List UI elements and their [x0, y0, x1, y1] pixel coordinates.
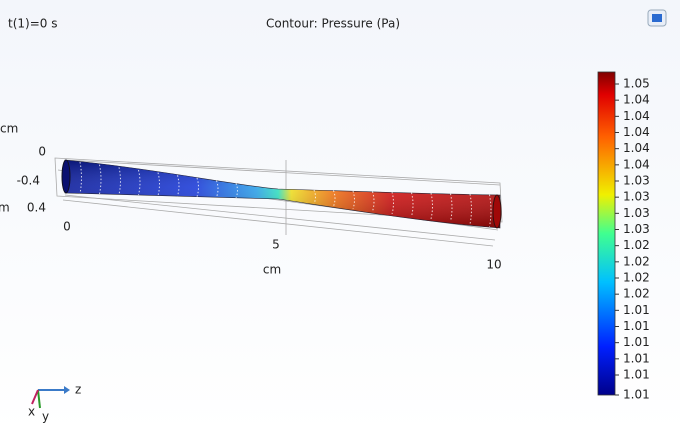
colorbar-label: 1.01 [623, 388, 650, 402]
axis-tick: 0 [38, 145, 46, 159]
colorbar-label: 1.03 [623, 222, 650, 236]
contour [157, 172, 160, 196]
axis-unit: m [0, 201, 10, 215]
colorbar-label: 1.05 [623, 77, 650, 91]
contour [235, 183, 238, 199]
colorbar-label: 1.04 [623, 141, 650, 155]
colorbar-label: 1.02 [623, 271, 650, 285]
colorbar-label: 1.02 [623, 287, 650, 301]
colorbar-label: 1.01 [623, 335, 650, 349]
axis-tick: 0.4 [27, 201, 46, 215]
colorbar-label: 1.04 [623, 157, 650, 171]
tube-shading [64, 159, 501, 229]
contour [489, 194, 492, 227]
colorbar [597, 71, 616, 396]
contour [313, 189, 316, 204]
contour [333, 190, 336, 207]
contour [216, 180, 219, 198]
colorbar-label: 1.01 [623, 303, 650, 317]
triad-label: x [28, 405, 35, 419]
colorbar-label: 1.04 [623, 125, 650, 139]
contour [177, 175, 180, 197]
contour [411, 192, 414, 217]
contour [372, 191, 375, 212]
axis-tick: 5 [272, 238, 280, 252]
plot-title: Contour: Pressure (Pa) [266, 17, 400, 31]
triad-label: y [42, 410, 49, 424]
contour [450, 193, 453, 222]
colorbar-label: 1.01 [623, 319, 650, 333]
axis-triad: z x y [28, 383, 81, 424]
contour [391, 191, 394, 215]
tube-inlet [61, 159, 71, 194]
contour [118, 167, 121, 195]
colorbar-label: 1.03 [623, 174, 650, 188]
axis-tick: 10 [486, 258, 501, 272]
colorbar-label: 1.02 [623, 254, 650, 268]
colorbar-label: 1.03 [623, 190, 650, 204]
colorbar-label: 1.03 [623, 206, 650, 220]
tube-outlet [492, 194, 502, 229]
axis-tick: -0.4 [17, 174, 40, 188]
colorbar-labels: 1.05 1.04 1.04 1.04 1.04 1.04 1.03 1.03 1.03 1.03… [615, 77, 650, 402]
contour [99, 164, 102, 195]
axis-unit: cm [0, 122, 18, 136]
axis-tick: 0 [63, 220, 71, 234]
axis-unit: cm [263, 263, 281, 277]
colorbar-label: 1.04 [623, 93, 650, 107]
colorbar-label: 1.01 [623, 368, 650, 382]
contour [469, 194, 472, 225]
triad-label: z [75, 383, 81, 397]
colorbar-label: 1.04 [623, 109, 650, 123]
contour-lines [79, 161, 492, 227]
colorbar-label: 1.02 [623, 238, 650, 252]
bounding-box [54, 157, 503, 247]
app-icon-inner [652, 14, 662, 22]
contour [79, 161, 82, 194]
time-label: t(1)=0 s [8, 17, 57, 31]
colorbar-label: 1.01 [623, 351, 650, 365]
